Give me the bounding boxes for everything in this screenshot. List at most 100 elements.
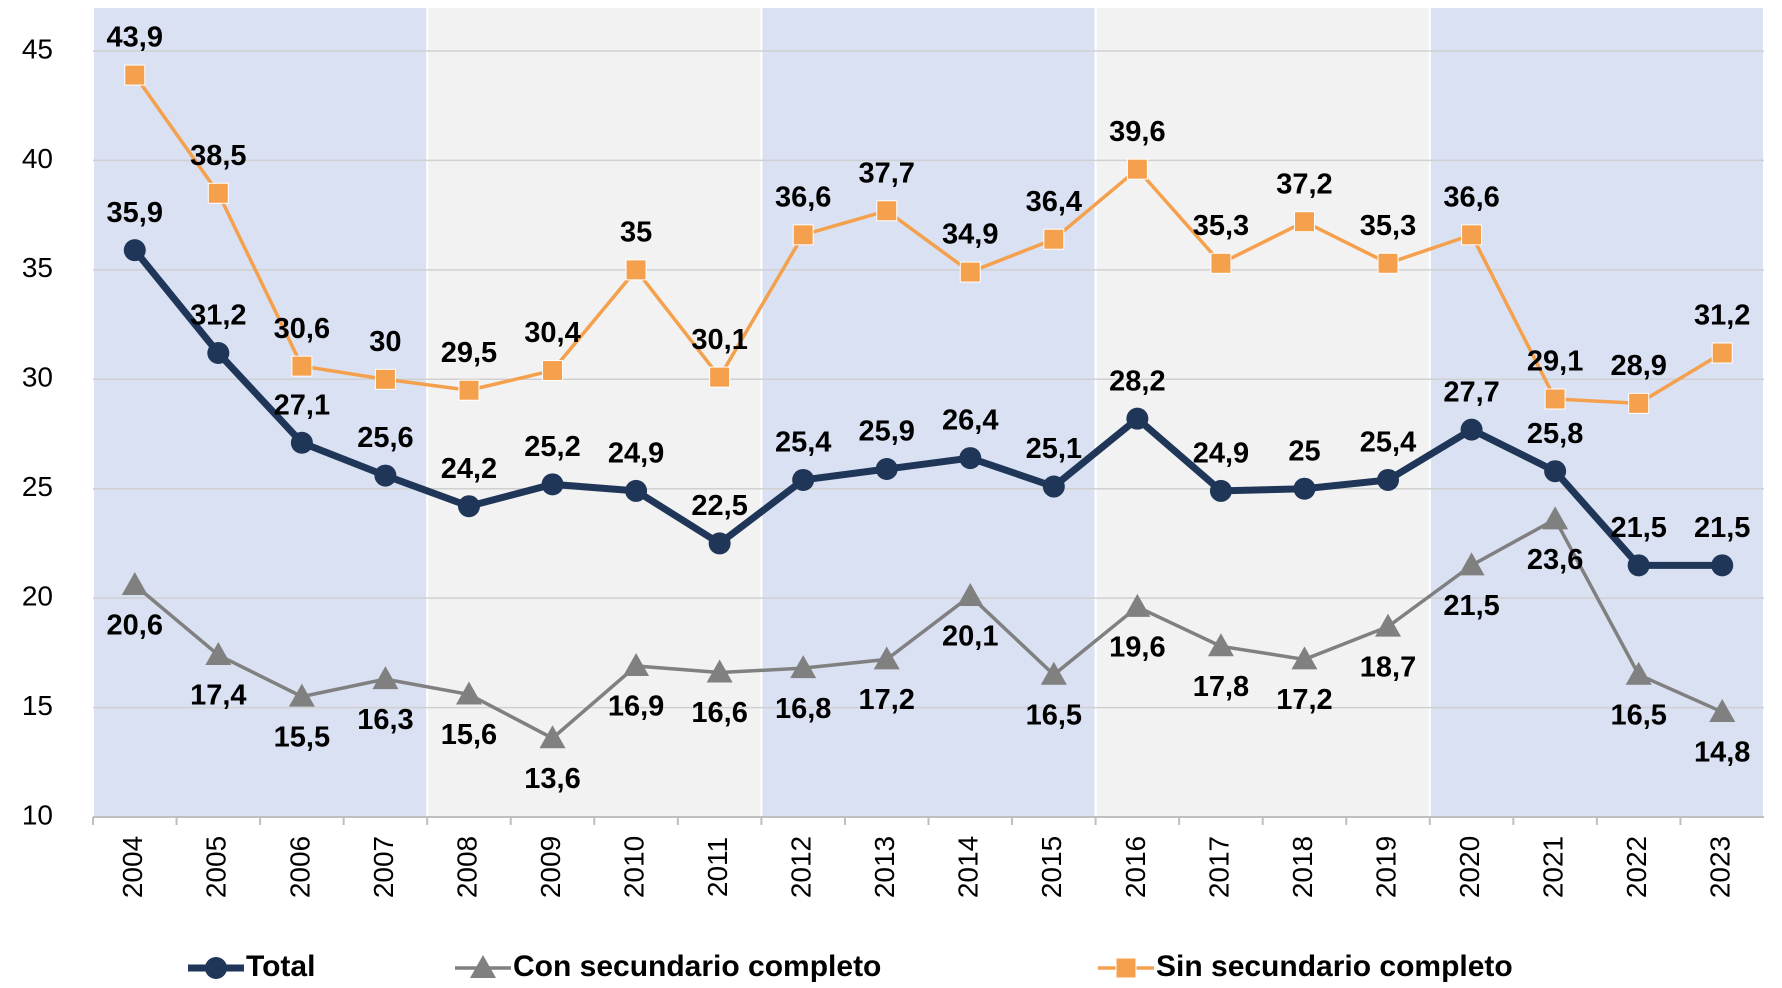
point (708, 532, 731, 555)
data-label: 14,8 (1694, 737, 1750, 769)
x-tick-label: 2010 (618, 836, 649, 898)
series-line (133, 74, 1724, 406)
point (873, 646, 900, 670)
data-label: 25,4 (775, 427, 831, 459)
point (1043, 228, 1065, 250)
point (709, 366, 731, 388)
data-label: 23,6 (1527, 544, 1583, 576)
point (457, 495, 480, 518)
x-tick-label: 2017 (1203, 836, 1234, 898)
data-label: 26,4 (942, 405, 998, 437)
point (959, 447, 982, 470)
data-label: 35,3 (1193, 210, 1249, 242)
point (1627, 554, 1650, 577)
data-label: 25,8 (1527, 418, 1583, 450)
point (1460, 418, 1483, 441)
x-tick-label: 2019 (1370, 836, 1401, 898)
x-tick-label: 2020 (1454, 836, 1485, 898)
data-label: 15,5 (274, 721, 330, 753)
y-tick-label: 25 (22, 471, 53, 502)
point (875, 458, 898, 481)
data-label: 16,8 (775, 693, 831, 725)
x-tick-label: 2013 (869, 836, 900, 898)
data-label: 25 (1288, 435, 1320, 467)
point (455, 681, 482, 705)
point (541, 473, 564, 496)
legend-label: Sin secundario completo (1156, 950, 1513, 983)
data-label: 21,5 (1694, 512, 1750, 544)
data-label: 16,9 (608, 691, 664, 723)
point (207, 342, 230, 365)
data-label: 37,2 (1276, 168, 1332, 200)
data-label: 30,1 (691, 324, 747, 356)
point (1040, 661, 1067, 685)
data-label: 17,2 (1276, 684, 1332, 716)
data-label: 35 (620, 217, 652, 249)
point (205, 642, 232, 666)
series: 43,9 38,5 30,6 30 29,5 30,4 35 30,1 36,6 37,7 34,9… (107, 22, 1750, 414)
point (792, 468, 815, 491)
data-label: 25,2 (524, 431, 580, 463)
point (1458, 552, 1485, 576)
point (957, 582, 984, 606)
point (1711, 554, 1734, 577)
legend-item: Con secundario completo (455, 950, 881, 983)
point (1711, 342, 1733, 364)
point (1542, 506, 1569, 530)
x-tick-label: 2015 (1036, 836, 1067, 898)
x-tick-label: 2007 (368, 836, 399, 898)
data-label: 20,6 (107, 610, 163, 642)
point (1625, 661, 1652, 685)
x-tick-label: 2014 (953, 836, 984, 898)
point (124, 64, 146, 86)
legend-label: Con secundario completo (513, 950, 881, 983)
point (1126, 407, 1149, 430)
x-tick-label: 2005 (201, 836, 232, 898)
point (374, 368, 396, 390)
point (792, 224, 814, 246)
data-label: 27,7 (1443, 376, 1499, 408)
data-label: 21,5 (1610, 512, 1666, 544)
point (1628, 392, 1650, 414)
y-tick-label: 35 (22, 252, 53, 283)
point (1461, 224, 1483, 246)
y-tick-label: 40 (22, 143, 53, 174)
point (1126, 158, 1148, 180)
legend-item: Total (188, 950, 315, 983)
data-label: 35,9 (107, 197, 163, 229)
point (959, 261, 981, 283)
data-label: 29,1 (1527, 346, 1583, 378)
data-label: 25,6 (357, 422, 413, 454)
data-label: 22,5 (691, 490, 747, 522)
period-band (94, 8, 427, 817)
data-label: 43,9 (107, 22, 163, 54)
point (1124, 593, 1151, 617)
point (1293, 211, 1315, 233)
point (1042, 475, 1065, 498)
data-label: 36,6 (1443, 181, 1499, 213)
x-tick-label: 2016 (1120, 836, 1151, 898)
data-label: 25,4 (1360, 427, 1416, 459)
data-label: 24,9 (608, 438, 664, 470)
data-label: 37,7 (858, 157, 914, 189)
point (1210, 252, 1232, 274)
y-tick-label: 30 (22, 362, 53, 393)
data-label: 39,6 (1109, 116, 1165, 148)
data-label: 18,7 (1360, 651, 1416, 683)
data-label: 34,9 (942, 219, 998, 251)
point (290, 431, 313, 454)
data-label: 31,2 (1694, 300, 1750, 332)
point (1544, 388, 1566, 410)
data-label: 13,6 (524, 763, 580, 795)
x-tick-label: 2022 (1621, 836, 1652, 898)
point (205, 957, 227, 979)
y-tick-label: 10 (22, 799, 53, 830)
data-label: 31,2 (190, 300, 246, 332)
point (372, 666, 399, 690)
point (288, 683, 315, 707)
data-label: 36,4 (1026, 186, 1082, 218)
period-band (1096, 8, 1429, 817)
point (291, 355, 313, 377)
point (539, 725, 566, 749)
